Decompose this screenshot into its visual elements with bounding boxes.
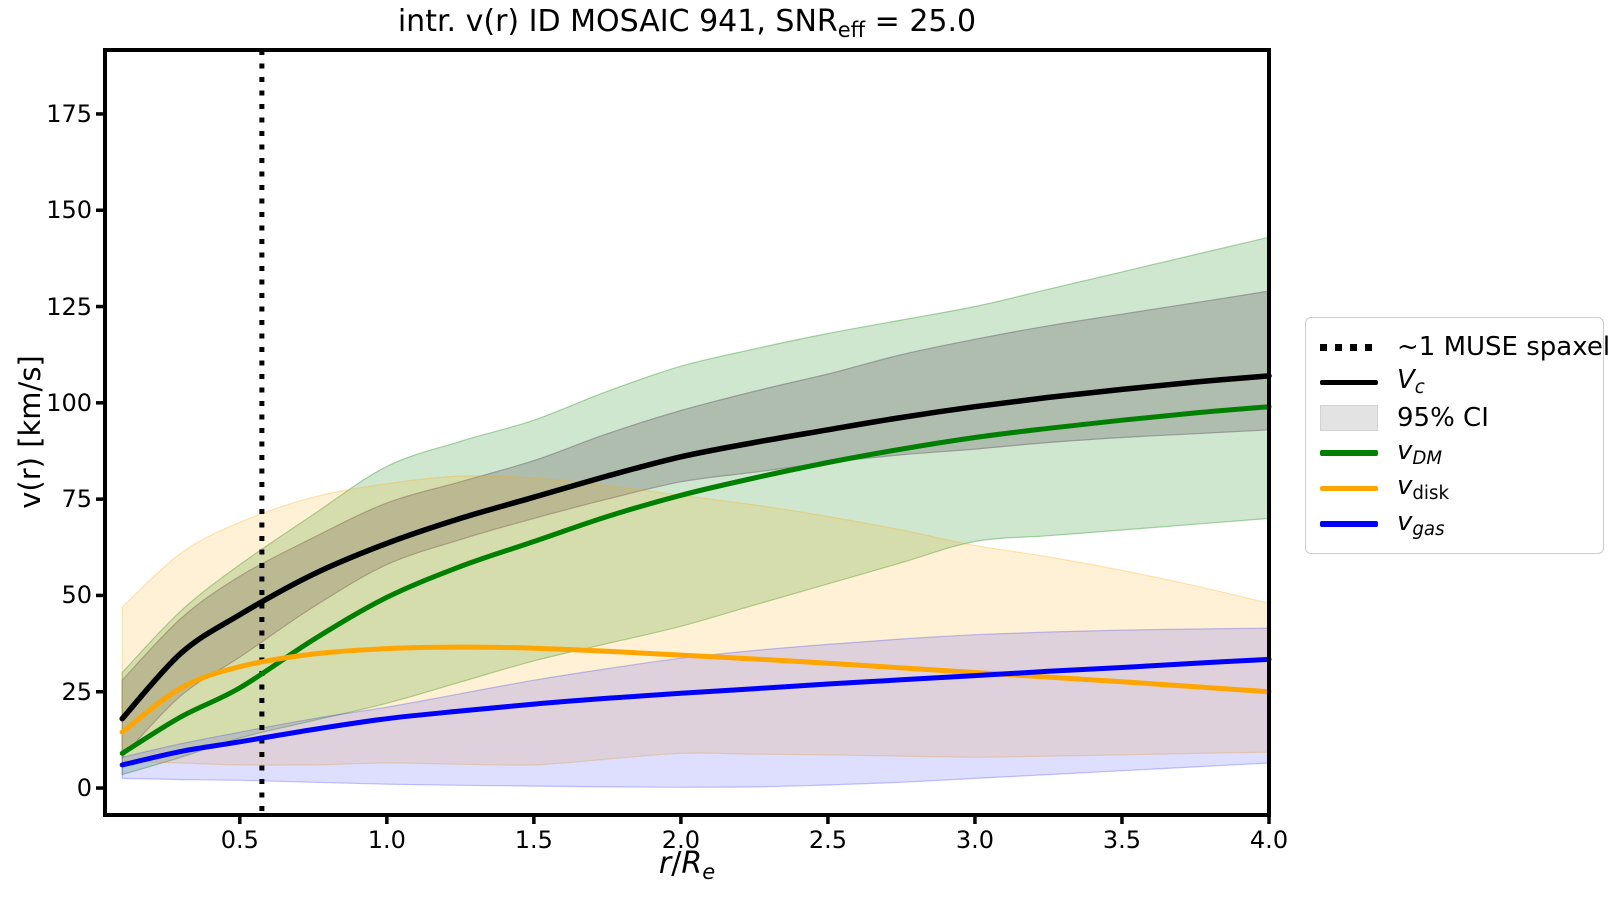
text-segment: c [1414,377,1425,399]
text-segment: eff [837,17,866,42]
legend-item: vDM [1320,436,1587,470]
dot [1320,343,1327,351]
legend-line-icon [1320,450,1378,456]
chart-title: intr. v(r) ID MOSAIC 941, SNReff = 25.0 [105,4,1269,42]
text-segment: V [1397,365,1415,396]
text-segment: 95% CI [1397,402,1489,433]
dot [1350,343,1357,351]
text-segment: v [1397,506,1413,537]
legend-line-icon [1320,485,1378,492]
legend-line-icon [1320,379,1378,386]
legend-label: 95% CI [1397,405,1489,431]
y-tick-label: 100 [46,388,92,417]
y-tick-label: 175 [46,99,92,128]
text-segment: gas [1412,518,1445,540]
x-tick-label: 3.0 [955,826,995,854]
text-segment: / [671,846,682,881]
v-dm-ci-band [121,236,1270,776]
y-tick-label: 150 [46,196,92,225]
x-tick-label: 1.0 [367,826,406,854]
text-segment: r [658,846,672,881]
v-disk-curve [119,644,1272,735]
legend-ci-patch-icon [1320,404,1378,431]
legend-item: ~1 MUSE spaxel [1320,330,1609,364]
text-segment: disk [1412,483,1449,505]
y-tick-label: 125 [46,292,92,321]
x-tick-label: 3.5 [1102,826,1142,854]
x-axis-label: r/Re [105,846,1269,884]
y-tick-label: 75 [61,485,92,514]
y-tick-label: 25 [61,677,92,706]
legend-label: vdisk [1397,473,1449,503]
legend-label: vgas [1397,509,1445,539]
x-tick-label: 1.5 [514,826,553,854]
text-segment: ~1 MUSE spaxel [1397,332,1609,362]
legend-label: vDM [1397,438,1442,468]
legend-item: Vc [1320,365,1587,399]
text-segment: e [702,859,716,884]
y-tick-label: 50 [61,581,92,610]
legend-label: ~1 MUSE spaxel [1397,334,1609,360]
v-c-curve [119,373,1272,722]
dot [1335,343,1342,351]
text-segment: v [1397,436,1413,467]
text-segment: intr. v(r) ID MOSAIC 941, SNR [397,4,838,39]
y-tick-label: 0 [76,774,92,803]
legend-box: ~1 MUSE spaxel Vc 95% CI vDM vdisk vgas [1305,317,1609,554]
v-gas-curve [119,656,1272,768]
plot-frame [103,48,1271,817]
legend-line-icon [1320,521,1378,527]
x-tick-label: 2.5 [808,826,848,854]
legend-dotted-line-icon [1320,343,1378,351]
x-tick-label: 2.0 [661,826,700,854]
x-tick-label: 0.5 [220,826,259,854]
legend-item: 95% CI [1320,401,1587,435]
text-segment: = 25.0 [865,4,977,39]
text-segment: R [681,846,703,881]
text-segment: DM [1412,448,1443,470]
legend-item: vdisk [1320,472,1587,506]
text-segment: v [1397,471,1413,502]
legend-label: Vc [1397,367,1425,397]
x-tick-label: 4.0 [1249,826,1289,854]
legend-item: vgas [1320,507,1587,541]
dot [1365,343,1372,351]
